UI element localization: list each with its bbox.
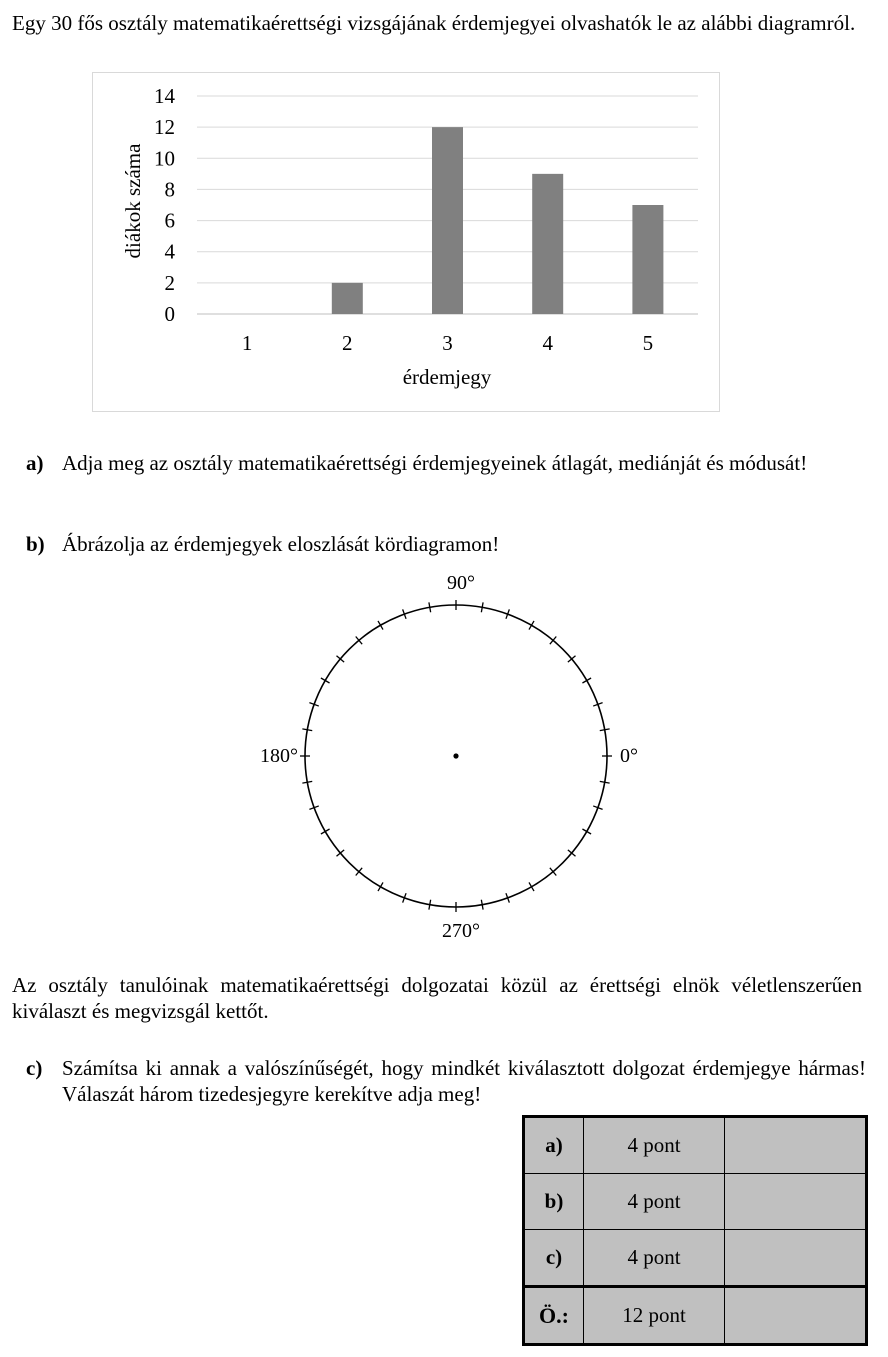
score-row-total: Ö.: 12 pont	[524, 1285, 866, 1344]
circle-tick-mark	[336, 849, 345, 857]
circle-tick-mark	[528, 620, 535, 630]
x-tick-label: 3	[442, 331, 453, 355]
circle-tick-mark	[592, 702, 603, 707]
score-cell-total[interactable]	[724, 1285, 866, 1344]
middle-paragraph: Az osztály tanulóinak matematikaérettség…	[12, 973, 862, 1023]
y-tick-label: 4	[165, 240, 176, 264]
y-tick-label: 14	[154, 84, 176, 108]
score-row-c: c) 4 pont	[524, 1229, 866, 1287]
circle-tick-mark	[336, 655, 345, 663]
task-b-text: Ábrázolja az érdemjegyek eloszlását körd…	[62, 532, 500, 556]
score-part-c: c)	[524, 1229, 584, 1287]
circle-tick-mark	[302, 780, 313, 784]
y-tick-label: 6	[165, 209, 176, 233]
score-part-a: a)	[524, 1117, 584, 1174]
task-a: a) Adja meg az osztály matematikaérettsé…	[26, 450, 866, 502]
y-tick-label: 2	[165, 271, 176, 295]
circle-tick-mark	[528, 882, 535, 892]
score-cell-c[interactable]	[724, 1229, 866, 1287]
circle-tick-mark	[567, 849, 576, 857]
score-part-b: b)	[524, 1173, 584, 1230]
intro-paragraph: Egy 30 fős osztály matematikaérettségi v…	[12, 11, 856, 35]
circle-tick-mark	[355, 636, 363, 645]
circle-tick-mark	[377, 882, 384, 892]
task-a-text: Adja meg az osztály matematikaérettségi …	[62, 451, 808, 475]
circle-tick-mark	[592, 805, 603, 810]
x-tick-label: 5	[643, 331, 654, 355]
circle-tick-mark	[505, 609, 510, 620]
angle-label-0: 0°	[620, 745, 638, 767]
angle-label-270: 270°	[442, 920, 480, 942]
circle-tick-mark	[320, 677, 330, 684]
score-cell-b[interactable]	[724, 1173, 866, 1230]
y-tick-label: 10	[154, 146, 175, 170]
score-table: a) 4 pont b) 4 pont c) 4 pont Ö.: 12 pon…	[522, 1115, 868, 1346]
pie-chart-template: 90° 180° 0° 270°	[260, 572, 638, 942]
score-points-total: 12 pont	[583, 1285, 725, 1344]
circle-tick-mark	[505, 892, 510, 903]
circle-tick-mark	[428, 899, 432, 910]
task-a-label: a)	[26, 451, 44, 475]
score-points-a: 4 pont	[583, 1117, 725, 1174]
score-points-c: 4 pont	[583, 1229, 725, 1287]
task-c-text: Számítsa ki annak a valószínűségét, hogy…	[62, 1056, 866, 1106]
x-tick-label: 1	[242, 331, 253, 355]
circle-tick-mark	[582, 677, 592, 684]
score-row-a: a) 4 pont	[524, 1117, 866, 1174]
circle-tick-mark	[480, 602, 484, 613]
circle-tick-mark	[402, 892, 407, 903]
task-c: c) Számítsa ki annak a valószínűségét, h…	[26, 1055, 866, 1107]
x-axis-label: érdemjegy	[403, 365, 492, 389]
circle-tick-mark	[549, 636, 557, 645]
circle-tick-mark	[599, 780, 610, 784]
bar-5	[632, 205, 664, 314]
angle-label-90: 90°	[447, 572, 475, 594]
task-b: b) Ábrázolja az érdemjegyek eloszlását k…	[26, 531, 866, 557]
circle-tick-mark	[377, 620, 384, 630]
bar-2	[331, 282, 363, 314]
y-tick-label: 8	[165, 177, 176, 201]
circle-tick-mark	[309, 702, 320, 707]
circle-tick-mark	[582, 828, 592, 835]
y-tick-label: 0	[165, 302, 176, 326]
circle-tick-mark	[355, 867, 363, 876]
task-b-label: b)	[26, 532, 45, 556]
circle-tick-mark	[302, 728, 313, 732]
score-points-b: 4 pont	[583, 1173, 725, 1230]
circle-tick-mark	[567, 655, 576, 663]
score-row-b: b) 4 pont	[524, 1173, 866, 1230]
bar-4	[532, 173, 564, 314]
circle-tick-mark	[599, 728, 610, 732]
x-tick-label: 2	[342, 331, 353, 355]
task-c-label: c)	[26, 1056, 43, 1080]
angle-label-180: 180°	[260, 745, 298, 767]
circle-tick-mark	[309, 805, 320, 810]
circle-tick-mark	[480, 899, 484, 910]
circle-tick-mark	[320, 828, 330, 835]
circle-tick-mark	[549, 867, 557, 876]
score-cell-a[interactable]	[724, 1117, 866, 1174]
circle-tick-mark	[402, 609, 407, 620]
y-tick-label: 12	[154, 115, 175, 139]
circle-center-dot	[453, 753, 459, 759]
score-part-total: Ö.:	[524, 1285, 584, 1344]
circle-tick-mark	[428, 602, 432, 613]
bar-3	[432, 127, 463, 314]
y-axis-label: diákok száma	[121, 143, 145, 259]
x-tick-label: 4	[542, 331, 553, 355]
